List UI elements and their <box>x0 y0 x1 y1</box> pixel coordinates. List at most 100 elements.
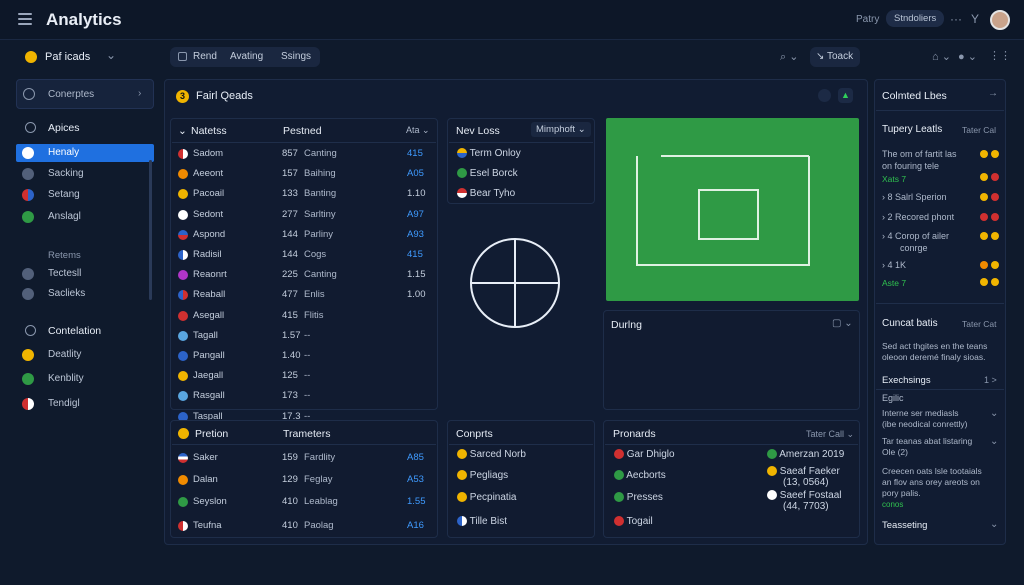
newloss-item-3[interactable]: Bear Tyho <box>457 188 515 199</box>
table-row[interactable]: Rasgall 173 -- <box>176 386 436 406</box>
table-row[interactable]: Reaonrt 225 Canting 1.15 <box>176 265 436 285</box>
sidebar-item-henaly[interactable]: Henaly <box>16 144 154 162</box>
table-row[interactable]: Aspond 144 Parliny A93 <box>176 225 436 245</box>
faq1-q[interactable]: Interne ser mediasls <box>882 408 959 418</box>
sidebar-item-setang[interactable]: Setang <box>16 186 154 204</box>
pronards-title: Pronards <box>613 428 656 440</box>
home-icon[interactable]: ⌂ ⌄ <box>932 51 951 63</box>
sidebar-item-tendigl[interactable]: Tendigl <box>16 395 154 413</box>
during-actions[interactable]: ▢ ⌄ <box>832 318 853 329</box>
faq2-q[interactable]: Tar teanas abat listaring <box>882 436 973 446</box>
top-bar <box>0 0 1024 40</box>
table-row[interactable]: Pangall 1.40 -- <box>176 346 436 366</box>
right-sec2-right[interactable]: Tater Cat <box>962 319 997 329</box>
table-col-ata[interactable]: Ata ⌄ <box>406 125 430 135</box>
sidebar-item-saclieks[interactable]: Saclieks <box>16 285 154 303</box>
table-row[interactable]: Reaball 477 Enlis 1.00 <box>176 285 436 305</box>
conparts-item-3[interactable]: Pecpinatia <box>457 492 516 503</box>
tab-ssings[interactable]: Ssings <box>281 51 312 62</box>
workspace-label[interactable]: Paf icads <box>45 51 91 63</box>
right-bottom[interactable]: Teasseting <box>882 520 928 531</box>
tab-rend[interactable]: Rend <box>193 51 217 62</box>
green-field[interactable] <box>606 118 859 301</box>
newloss-item-1[interactable]: Term Onloy <box>457 148 521 159</box>
table-row[interactable]: Asegall 415 Flitis <box>176 306 436 326</box>
sidebar-item-sacking[interactable]: Sacking <box>16 165 154 183</box>
right-list-item[interactable]: › 4 Corop of ailer <box>882 231 950 241</box>
flag-icon <box>614 449 624 460</box>
table-col-pestned[interactable]: Pestned <box>283 125 322 137</box>
table-row[interactable]: Tagall 1.57 -- <box>176 326 436 346</box>
panel-up-icon[interactable]: ▲ <box>838 88 853 103</box>
right-green-1: Xats 7 <box>882 174 907 184</box>
tab-avating[interactable]: Avating <box>230 51 264 62</box>
info-icon[interactable]: ● ⌄ <box>958 51 977 63</box>
arrow-right-icon[interactable]: → <box>988 88 998 99</box>
grid-icon[interactable]: ⋮⋮ <box>989 50 1011 62</box>
chevron-down-icon[interactable]: ⌄ <box>106 48 117 62</box>
right-list-item[interactable]: › 8 Salrl Sperion <box>882 192 947 202</box>
sidebar-item-kenblity[interactable]: Kenblity <box>16 370 154 388</box>
sidebar-top-card[interactable] <box>16 79 154 109</box>
table-col-names[interactable]: Natetss <box>191 125 227 137</box>
pronards-left-4[interactable]: Togail <box>614 516 653 527</box>
table-row[interactable]: Taspall 17.3 -- <box>176 407 436 427</box>
chevron-down-icon[interactable]: ⌄ <box>990 519 999 530</box>
sidebar-group-contelation[interactable]: Contelation <box>48 325 102 337</box>
table-row[interactable]: Pacoail 133 Banting 1.10 <box>176 184 436 204</box>
pronards-left-1[interactable]: Gar Dhiglo <box>614 449 675 460</box>
sidebar-item-anslagl[interactable]: Anslagl <box>16 208 154 226</box>
right-list-item[interactable]: › 2 Recored phont <box>882 212 955 222</box>
chevron-down-icon[interactable]: ⌄ <box>990 408 999 419</box>
pronards-right-3[interactable]: Saeef Fostaal (44, 7703) <box>767 490 842 512</box>
right-para-2: an flov ans orey areots on <box>882 477 980 487</box>
track-button[interactable]: ↘ Toack <box>816 51 854 62</box>
sidebar-scrollbar[interactable] <box>149 160 152 300</box>
prelion-row[interactable]: Teufna 410 Paolag A16 <box>176 516 436 536</box>
row-name: Dalan <box>193 474 218 485</box>
conparts-item-4[interactable]: Tille Bist <box>457 516 507 527</box>
row-name: Sedont <box>193 208 224 220</box>
header-right-text[interactable]: Patry <box>856 14 880 25</box>
avatar[interactable] <box>990 10 1010 30</box>
prelion-row[interactable]: Seyslon 410 Leablag 1.55 <box>176 492 436 512</box>
right-list-item[interactable]: conrge <box>900 243 928 253</box>
exchange-row[interactable]: Exechsings <box>882 375 931 386</box>
pronards-right[interactable]: Tater Call ⌄ <box>806 429 855 439</box>
more-icon[interactable]: ··· <box>950 12 962 26</box>
table-row[interactable]: Jaegall 125 -- <box>176 366 436 386</box>
newloss-divider <box>449 142 593 143</box>
pronards-right-2[interactable]: Saeaf Faeker (13, 0564) <box>767 466 840 488</box>
right-sec1-right[interactable]: Tater Cal <box>962 125 997 135</box>
flag-icon <box>178 330 188 341</box>
table-header-chevron[interactable]: ⌄ <box>178 125 187 137</box>
table-row[interactable]: Sadom 857 Canting 415 <box>176 144 436 164</box>
table-row[interactable]: Radisil 144 Cogs 415 <box>176 245 436 265</box>
row-status: Parliny <box>304 228 334 240</box>
row-name: Pacoail <box>193 188 225 200</box>
sidebar-item-tectesll[interactable]: Tectesll <box>16 265 154 283</box>
prelion-row[interactable]: Saker 159 Fardlity A85 <box>176 448 436 468</box>
comment-icon[interactable]: ⌕ ⌄ <box>780 51 799 63</box>
exchange-right[interactable]: 1 > <box>984 375 997 385</box>
conparts-item-2[interactable]: Pegliags <box>457 470 508 481</box>
right-list-item[interactable]: › 4 1K <box>882 260 907 270</box>
menu-icon[interactable] <box>18 13 32 28</box>
pronards-right-1[interactable]: Amerzan 2019 <box>767 449 844 460</box>
workspace-icon <box>25 51 37 63</box>
sidebar-item-deatlity[interactable]: Deatlity <box>16 346 154 364</box>
pronards-left-2[interactable]: Aecborts <box>614 470 666 481</box>
newloss-dropdown[interactable]: Mimphoft ⌄ <box>531 122 591 137</box>
pronards-left-3[interactable]: Presses <box>614 492 663 503</box>
chevron-down-icon[interactable]: ⌄ <box>990 436 999 447</box>
table-row[interactable]: Sedont 277 Sarltiny A97 <box>176 205 436 225</box>
conparts-item-1[interactable]: Sarced Norb <box>457 449 526 460</box>
header-pill[interactable]: Stndoliers <box>886 10 945 27</box>
panel-circle-button[interactable] <box>818 89 831 102</box>
table-row[interactable]: Aeeont 157 Baihing A05 <box>176 164 436 184</box>
newloss-item-2[interactable]: Esel Borck <box>457 168 518 179</box>
row-status: Leablag <box>304 496 338 507</box>
sidebar-group-apices[interactable]: Apices <box>48 122 80 134</box>
filter-icon[interactable]: Y <box>971 12 980 26</box>
prelion-row[interactable]: Dalan 129 Feglay A53 <box>176 470 436 490</box>
